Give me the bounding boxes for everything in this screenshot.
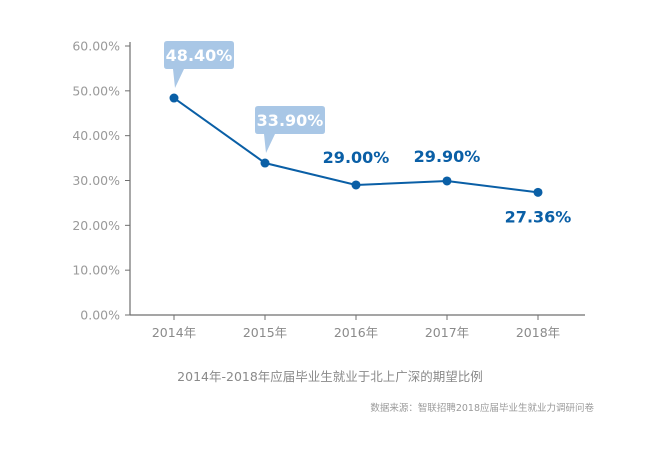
chart-axes [129,42,585,316]
chart-caption: 2014年-2018年应届毕业生就业于北上广深的期望比例 [177,369,483,384]
data-source-note: 数据来源：智联招聘2018应届毕业生就业力调研问卷 [370,403,594,414]
data-label: 29.90% [414,147,481,166]
y-tick-label: 0.00% [80,308,120,323]
x-tick-label: 2018年 [516,325,560,340]
x-tick-label: 2016年 [334,325,378,340]
data-point [351,180,361,190]
x-tick-label: 2017年 [425,325,469,340]
y-tick-label: 60.00% [72,39,120,54]
data-point [442,176,452,186]
data-point [260,158,270,168]
x-tick-label: 2014年 [152,325,196,340]
data-label: 29.00% [323,148,390,167]
data-point [169,93,179,103]
callout-bubble [255,106,325,154]
series-line-group [169,93,543,197]
series-line [173,97,539,194]
x-tick-label: 2015年 [243,325,287,340]
y-tick-label: 40.00% [72,128,120,143]
y-tick-label: 10.00% [72,263,120,278]
data-label: 27.36% [505,207,572,226]
data-label: 48.40% [166,46,233,65]
data-label-callout: 33.90% [255,106,325,154]
y-axis-ticks: 0.00% 10.00% 20.00% 30.00% 40.00% 50.00% 60.00… [72,39,130,323]
x-axis-ticks: 2014年 2015年 2016年 2017年 2018年 [152,315,560,340]
callout-bubble [164,41,234,89]
y-tick-label: 20.00% [72,218,120,233]
y-tick-label: 30.00% [72,173,120,188]
data-label-callout: 48.40% [164,41,234,89]
data-label: 33.90% [257,111,324,130]
data-point [533,187,543,197]
y-tick-label: 50.00% [72,83,120,98]
data-labels: 48.40% 33.90% 29.00% 29.90% 27.36% [164,41,571,226]
